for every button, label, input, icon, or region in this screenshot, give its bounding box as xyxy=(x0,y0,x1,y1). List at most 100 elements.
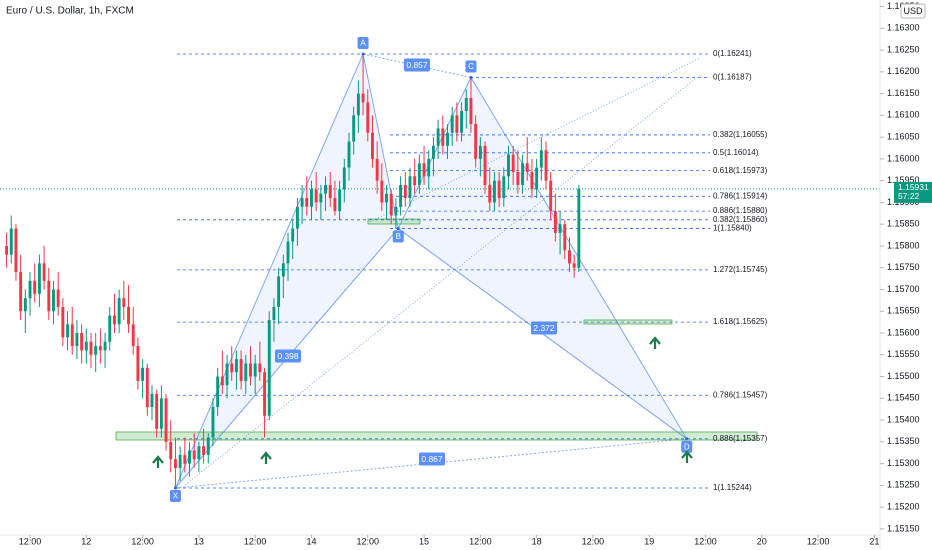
body xyxy=(94,346,98,355)
y-tick-label: 1.15350 xyxy=(887,436,920,446)
body xyxy=(28,280,32,299)
fib-label: 1.272(1.15745) xyxy=(713,265,768,274)
body xyxy=(244,363,248,381)
body xyxy=(113,315,116,325)
countdown: 57:22 xyxy=(898,191,920,201)
body xyxy=(403,185,407,199)
x-tick-label: 12:00 xyxy=(244,536,267,546)
body xyxy=(413,176,417,186)
fib-label: 0(1.16241) xyxy=(713,49,752,58)
body xyxy=(427,158,431,177)
body xyxy=(352,115,356,142)
zone xyxy=(583,319,673,325)
price-tag-label: 1.15931 xyxy=(898,182,929,192)
body xyxy=(464,97,468,112)
body xyxy=(286,241,290,264)
body xyxy=(80,333,84,351)
x-tick-label: 21 xyxy=(869,536,879,546)
price-tag xyxy=(894,181,932,203)
ratio-label: 0.857 xyxy=(406,60,428,70)
y-tick-label: 1.16050 xyxy=(887,131,920,141)
candles xyxy=(5,53,581,488)
ratio-line xyxy=(397,228,688,440)
body xyxy=(328,185,332,199)
body xyxy=(488,185,492,203)
body xyxy=(178,454,182,468)
body xyxy=(431,145,435,159)
body xyxy=(539,150,543,168)
x-tick-label: 12:00 xyxy=(694,536,717,546)
body xyxy=(436,128,440,146)
body xyxy=(169,441,173,460)
body xyxy=(450,115,454,133)
y-tick-label: 1.16200 xyxy=(887,66,920,76)
ratio-label: 0.398 xyxy=(277,351,299,361)
body xyxy=(206,437,210,455)
x-tick-label: 18 xyxy=(532,536,542,546)
body xyxy=(502,176,506,199)
body xyxy=(516,171,520,186)
axes: 1.163501.163001.162501.162001.161501.161… xyxy=(19,1,932,546)
body xyxy=(577,188,581,268)
point-label: B xyxy=(396,232,401,241)
body xyxy=(474,124,478,159)
fib-label: 0.886(1.15357) xyxy=(713,434,768,443)
body xyxy=(300,198,304,207)
body xyxy=(211,407,215,438)
arrow xyxy=(681,450,693,463)
point-box xyxy=(169,489,181,502)
ratio-label: 0.867 xyxy=(421,454,443,464)
x-tick-label: 12:00 xyxy=(582,536,605,546)
body xyxy=(394,206,398,216)
body xyxy=(202,446,206,455)
fib-label: 0.382(1.15860) xyxy=(713,215,768,224)
body xyxy=(89,341,93,355)
body xyxy=(568,250,571,264)
ratio-box xyxy=(531,321,557,335)
body xyxy=(249,363,252,377)
y-tick-label: 1.15650 xyxy=(887,306,920,316)
y-tick-label: 1.15400 xyxy=(887,414,920,424)
x-tick-label: 12 xyxy=(81,536,91,546)
body xyxy=(258,363,262,373)
body xyxy=(511,154,515,172)
arrow xyxy=(152,455,164,468)
pattern-point xyxy=(361,52,365,56)
body xyxy=(347,141,351,168)
y-tick-label: 1.15700 xyxy=(887,284,920,294)
body xyxy=(324,185,327,194)
body xyxy=(446,132,449,146)
body xyxy=(75,333,79,347)
body xyxy=(220,376,224,386)
body xyxy=(295,206,299,229)
arrow xyxy=(260,451,272,464)
x-tick-label: 12:00 xyxy=(356,536,379,546)
body xyxy=(33,280,37,294)
pattern-layer xyxy=(0,52,880,489)
body xyxy=(492,180,496,203)
body xyxy=(380,180,384,203)
currency[interactable]: USD xyxy=(903,6,923,16)
body xyxy=(66,324,70,338)
body xyxy=(239,359,243,381)
ratio-line xyxy=(362,53,472,78)
body xyxy=(563,224,567,251)
fib-label: 1(1.15840) xyxy=(713,224,752,233)
body xyxy=(558,224,562,233)
point-box xyxy=(465,60,477,73)
body xyxy=(417,163,421,186)
body xyxy=(159,398,163,429)
body xyxy=(478,145,482,159)
body xyxy=(14,228,18,273)
fib-label: 1(1.15244) xyxy=(713,483,752,492)
y-tick-label: 1.16100 xyxy=(887,110,920,120)
body xyxy=(310,189,313,207)
body xyxy=(37,263,41,294)
body xyxy=(263,372,267,416)
body xyxy=(267,319,271,416)
body xyxy=(117,298,121,325)
currency-box[interactable] xyxy=(900,3,926,19)
pattern-point xyxy=(396,227,400,231)
body xyxy=(483,145,487,186)
